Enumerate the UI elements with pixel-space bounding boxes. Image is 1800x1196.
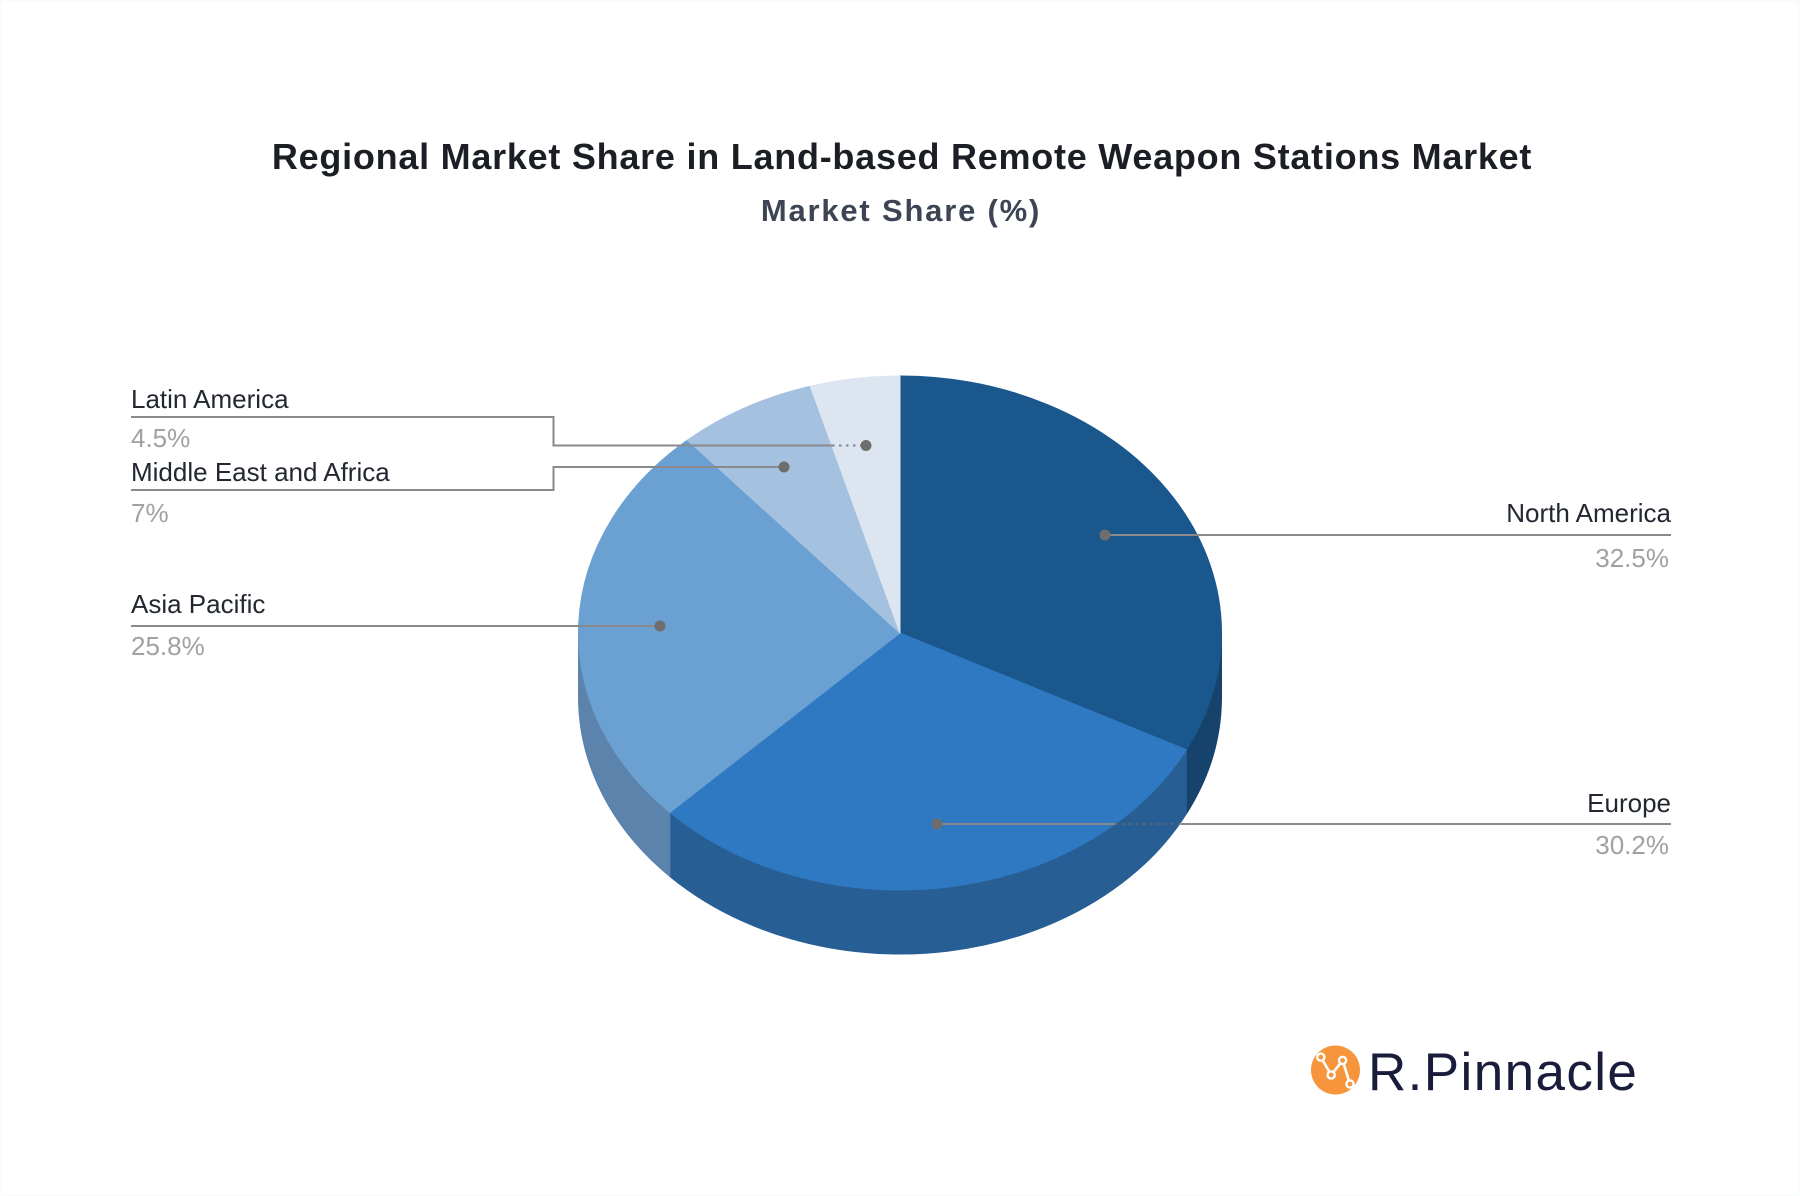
svg-text:Latin America: Latin America bbox=[131, 384, 289, 414]
svg-text:R.Pinnacle: R.Pinnacle bbox=[1368, 1043, 1638, 1102]
svg-text:4.5%: 4.5% bbox=[131, 423, 190, 453]
svg-text:Middle East and Africa: Middle East and Africa bbox=[131, 457, 390, 487]
svg-text:32.5%: 32.5% bbox=[1595, 543, 1669, 573]
svg-text:30.2%: 30.2% bbox=[1595, 830, 1669, 860]
svg-text:North America: North America bbox=[1506, 498, 1671, 528]
svg-text:7%: 7% bbox=[131, 498, 169, 528]
svg-text:25.8%: 25.8% bbox=[131, 631, 205, 661]
svg-text:Market Share (%): Market Share (%) bbox=[761, 193, 1041, 228]
svg-text:Europe: Europe bbox=[1587, 788, 1671, 818]
svg-text:Regional Market Share in Land-: Regional Market Share in Land-based Remo… bbox=[272, 136, 1532, 177]
svg-text:Asia Pacific: Asia Pacific bbox=[131, 589, 265, 619]
